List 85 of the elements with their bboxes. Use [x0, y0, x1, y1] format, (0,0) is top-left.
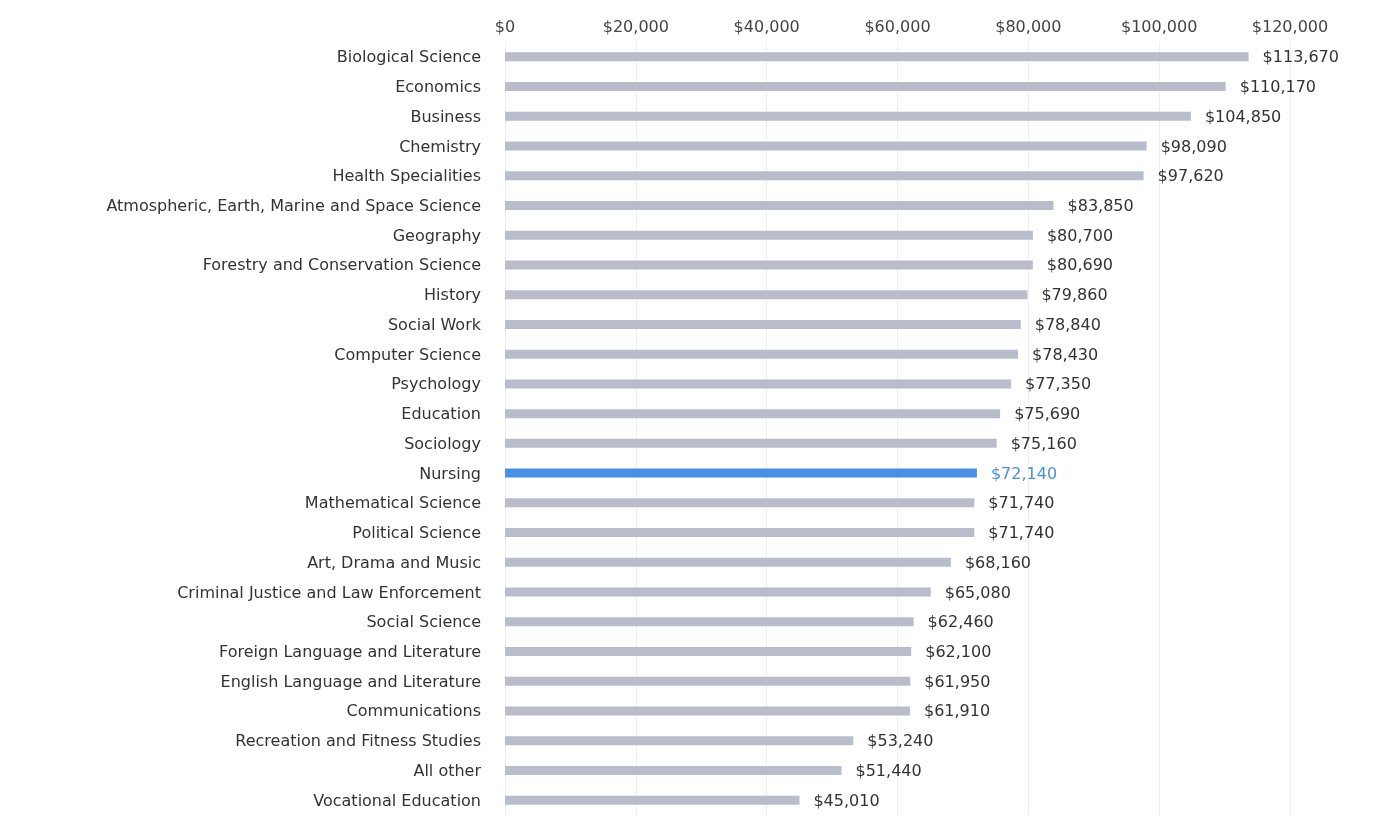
- data-label: $77,350: [1025, 374, 1092, 394]
- y-tick-label: Recreation and Fitness Studies: [235, 731, 481, 751]
- y-tick-label: Education: [401, 404, 481, 424]
- bar: [505, 617, 914, 627]
- x-tick-label: $120,000: [1251, 16, 1329, 36]
- bar: [505, 438, 997, 448]
- data-label: $75,690: [1014, 404, 1081, 424]
- y-tick-label: Communications: [346, 701, 481, 721]
- bar: [505, 349, 1019, 359]
- data-label: $75,160: [1010, 433, 1077, 453]
- bar: [505, 111, 1191, 121]
- bar: [505, 765, 842, 775]
- bar: [505, 260, 1033, 270]
- y-tick-label: English Language and Literature: [220, 671, 481, 691]
- data-label: $113,670: [1262, 47, 1339, 67]
- y-tick-label: Criminal Justice and Law Enforcement: [177, 582, 481, 602]
- data-label: $110,170: [1239, 77, 1317, 97]
- data-label: $68,160: [964, 552, 1032, 572]
- y-tick-label: Economics: [395, 77, 481, 97]
- data-label: $61,910: [923, 701, 991, 721]
- bar: [505, 52, 1249, 62]
- data-label: $45,010: [813, 790, 880, 810]
- bar: [505, 676, 911, 686]
- data-label: $98,090: [1160, 136, 1227, 156]
- data-label: $78,840: [1034, 314, 1101, 334]
- data-label: $51,440: [855, 760, 922, 780]
- x-tick-label: $60,000: [864, 16, 931, 36]
- bar: [505, 498, 975, 508]
- y-tick-label: Health Specialities: [332, 166, 481, 186]
- y-tick-label: Nursing: [419, 463, 481, 483]
- y-tick-label: Chemistry: [399, 136, 481, 156]
- y-tick-label: Art, Drama and Music: [307, 552, 481, 572]
- y-tick-label: Sociology: [404, 433, 481, 453]
- data-label: $104,850: [1204, 106, 1282, 126]
- data-label: $80,690: [1046, 255, 1114, 275]
- bar: [505, 528, 975, 538]
- y-tick-label: History: [424, 285, 481, 305]
- bar: [505, 319, 1021, 329]
- bar: [505, 795, 800, 805]
- bar: [505, 736, 854, 746]
- data-label: $79,860: [1041, 285, 1108, 305]
- bar: [505, 646, 912, 656]
- data-label: $53,240: [867, 731, 934, 751]
- data-label: $71,740: [988, 493, 1055, 513]
- y-tick-label: Political Science: [352, 523, 481, 543]
- data-label: $62,460: [927, 612, 994, 632]
- data-label: $62,100: [925, 641, 992, 661]
- y-tick-label: Social Work: [387, 314, 482, 334]
- bar: [505, 201, 1054, 211]
- data-label: $97,620: [1157, 166, 1224, 186]
- data-label: $61,950: [924, 671, 991, 691]
- bar: [505, 230, 1033, 240]
- x-tick-label: $100,000: [1120, 16, 1198, 36]
- bar: [505, 171, 1144, 181]
- y-tick-label: All other: [413, 760, 482, 780]
- data-label: $80,700: [1046, 225, 1114, 245]
- bar: [505, 290, 1028, 300]
- bar: [505, 587, 931, 597]
- bar: [505, 379, 1011, 389]
- bar: [505, 409, 1001, 419]
- y-tick-label: Foreign Language and Literature: [219, 641, 481, 661]
- y-tick-label: Mathematical Science: [304, 493, 481, 513]
- bar: [505, 82, 1226, 92]
- y-tick-label: Vocational Education: [313, 790, 481, 810]
- bar: [505, 706, 910, 716]
- bar: [505, 557, 951, 567]
- x-tick-label: $0: [494, 16, 516, 36]
- x-tick-label: $20,000: [602, 16, 669, 36]
- bar: [505, 468, 977, 478]
- y-tick-label: Social Science: [366, 612, 481, 632]
- x-tick-label: $40,000: [733, 16, 800, 36]
- data-label: $72,140: [990, 463, 1058, 483]
- data-label: $65,080: [944, 582, 1011, 602]
- data-label: $78,430: [1032, 344, 1099, 364]
- y-tick-label: Geography: [392, 225, 481, 245]
- y-tick-label: Computer Science: [334, 344, 481, 364]
- y-tick-label: Atmospheric, Earth, Marine and Space Science: [106, 196, 481, 216]
- data-label: $71,740: [988, 523, 1055, 543]
- y-tick-label: Forestry and Conservation Science: [202, 255, 481, 275]
- bar: [505, 141, 1147, 151]
- y-tick-label: Biological Science: [336, 47, 481, 67]
- data-label: $83,850: [1067, 196, 1134, 216]
- x-tick-label: $80,000: [995, 16, 1062, 36]
- y-tick-label: Psychology: [391, 374, 481, 394]
- y-tick-label: Business: [410, 106, 481, 126]
